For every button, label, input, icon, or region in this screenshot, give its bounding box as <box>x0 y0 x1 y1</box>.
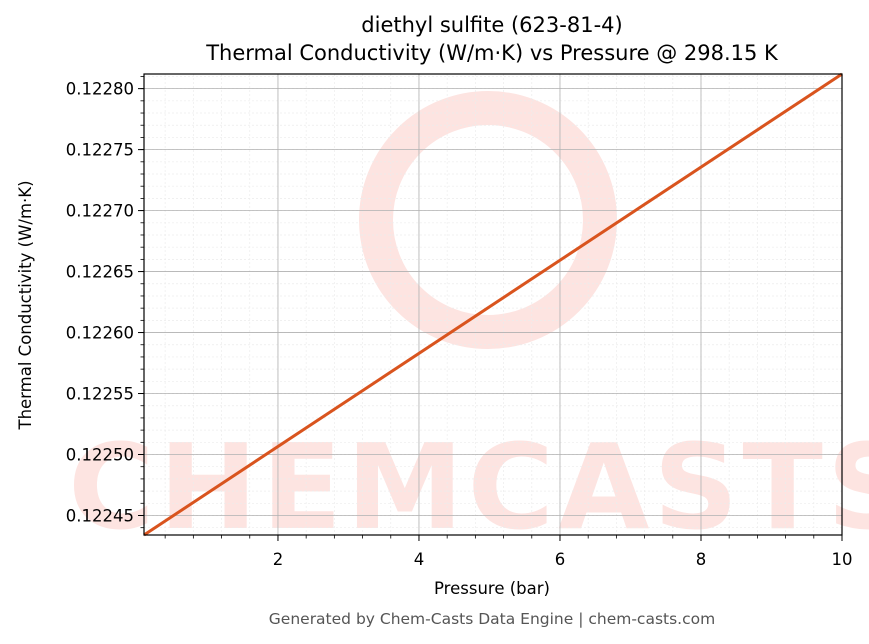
x-tick-label: 10 <box>832 550 853 569</box>
watermark: CHEMCASTS <box>68 91 869 556</box>
chart-subtitle: Thermal Conductivity (W/m·K) vs Pressure… <box>205 41 779 65</box>
y-tick-label: 0.12245 <box>66 506 134 525</box>
chart-title: diethyl sulfite (623-81-4) <box>361 13 622 37</box>
y-tick-label: 0.12270 <box>66 202 134 221</box>
y-tick-label: 0.12250 <box>66 446 134 465</box>
y-tick-label: 0.12260 <box>66 324 134 343</box>
y-axis-ticks: 0.12245 0.12250 0.12255 0.12260 0.12265 0.122… <box>66 76 144 529</box>
series-layer <box>143 72 843 537</box>
x-tick-label: 6 <box>555 550 566 569</box>
major-grid <box>144 74 843 535</box>
watermark-logo-ring <box>359 91 617 349</box>
x-axis-ticks: 2 4 6 8 10 <box>164 535 853 569</box>
y-tick-label: 0.12255 <box>66 385 134 404</box>
footer-credit: Generated by Chem-Casts Data Engine | ch… <box>269 610 715 628</box>
y-tick-label: 0.12275 <box>66 141 134 160</box>
series-line <box>143 72 843 537</box>
x-tick-label: 8 <box>696 550 707 569</box>
x-tick-label: 4 <box>414 550 425 569</box>
y-axis-label: Thermal Conductivity (W/m·K) <box>16 180 35 430</box>
plot-frame <box>143 73 843 536</box>
y-tick-label: 0.12265 <box>66 263 134 282</box>
x-tick-label: 2 <box>273 550 284 569</box>
x-axis-label: Pressure (bar) <box>434 579 550 598</box>
watermark-text: CHEMCASTS <box>68 418 869 556</box>
y-tick-label: 0.12280 <box>66 80 134 99</box>
